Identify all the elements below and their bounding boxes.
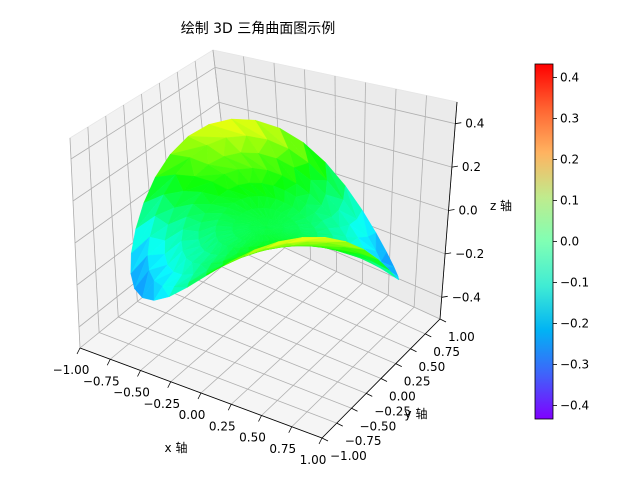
surface-facet [245, 241, 280, 256]
z-tick-label: 0.2 [462, 160, 481, 174]
z-tick-label: −0.2 [455, 247, 484, 261]
grid-line-y [137, 301, 367, 394]
grid-line-y [194, 254, 411, 350]
z-axis-ticks: −0.4 −0.2 0.0 0.2 0.4 [441, 117, 484, 304]
surface-facet [287, 237, 326, 244]
y-tick-label: 1.00 [448, 330, 475, 344]
colorbar-tick-label: −0.4 [560, 398, 589, 412]
surface-facet [266, 237, 303, 249]
surface-facet [307, 237, 347, 242]
x-tick-mark [227, 404, 232, 411]
surface-plot [130, 118, 399, 301]
z-tick-label: −0.4 [452, 290, 481, 304]
z-tick-mark [445, 252, 452, 255]
z-tick-label: 0.0 [459, 204, 478, 218]
y-tick-mark [351, 407, 358, 412]
grid-line-y [98, 332, 337, 424]
colorbar-tick-label: 0.1 [560, 194, 579, 208]
y-tick-mark [395, 363, 402, 367]
y-tick-label: 0.00 [389, 390, 416, 404]
colorbar-ticks: 0.4 0.3 0.2 0.1 0.0 −0.1 −0.2 −0.3 −0.4 [553, 71, 589, 412]
y-axis-label: y 轴 [405, 406, 428, 421]
colorbar-tick-label: −0.3 [560, 357, 589, 371]
x-tick-label: −1.00 [53, 363, 90, 377]
x-tick-label: −0.25 [143, 397, 180, 411]
colorbar: 0.4 0.3 0.2 0.1 0.0 −0.1 −0.2 −0.3 −0.4 [534, 63, 589, 420]
z-tick-mark [455, 122, 462, 125]
x-axis-ticks: −1.00−0.75−0.50−0.250.000.250.500.75 1.00 [53, 347, 327, 467]
y-tick-mark [439, 318, 447, 323]
chart-title: 绘制 3D 三角曲面图示例 [181, 21, 336, 37]
z-axis-label: z 轴 [490, 198, 512, 213]
y-tick-label: 0.50 [419, 360, 446, 374]
colorbar-tick-label: 0.3 [560, 112, 579, 126]
y-tick-label: −1.00 [330, 449, 367, 463]
surface-facet [205, 261, 232, 275]
y-tick-label: −0.50 [360, 419, 397, 433]
colorbar-tick-label: 0.4 [560, 71, 579, 85]
x-tick-mark [197, 392, 202, 400]
grid-line-z [70, 67, 216, 160]
colorbar-tick-label: −0.2 [560, 316, 589, 330]
x-tick-label: −0.50 [113, 386, 150, 400]
grid-line-y [156, 285, 382, 379]
y-tick-label: 0.75 [433, 345, 460, 359]
grid-line-y [175, 270, 396, 364]
z-tick-mark [441, 295, 448, 298]
y-tick-mark [410, 348, 417, 353]
y-tick-mark [380, 378, 388, 382]
grid-line-z [218, 101, 453, 168]
y-tick-mark [321, 437, 329, 442]
surface-facet [224, 249, 255, 266]
grid-line-z [214, 67, 456, 125]
surface-facet [187, 274, 209, 288]
z-tick-mark [451, 165, 458, 168]
x-tick-mark [167, 381, 172, 388]
grid-line-y [118, 316, 352, 409]
y-tick-label: −0.75 [345, 434, 382, 448]
colorbar-tick-label: −0.1 [560, 275, 589, 289]
x-tick-label: −0.75 [83, 374, 120, 388]
x-tick-label: 0.00 [179, 408, 206, 422]
y-tick-label: −0.25 [374, 404, 411, 418]
x-tick-mark [258, 415, 262, 422]
x-tick-label: 1.00 [300, 453, 327, 467]
x-tick-mark [137, 370, 141, 377]
grid-line-z [72, 101, 220, 202]
surface-facet [327, 241, 365, 250]
x-tick-label: 0.75 [269, 442, 296, 456]
y-tick-label: 0.25 [404, 375, 431, 389]
x-tick-mark [288, 426, 293, 433]
x-tick-label: 0.25 [209, 419, 236, 433]
y-axis-ticks: −1.00−0.75−0.50−0.250.000.250.500.751.00 [321, 318, 475, 463]
colorbar-tick-label: 0.2 [560, 153, 579, 167]
x-tick-mark [106, 359, 111, 366]
x-tick-mark [76, 347, 81, 355]
y-tick-mark [366, 393, 373, 397]
z-tick-label: 0.4 [465, 117, 484, 131]
y-tick-mark [425, 333, 432, 338]
x-tick-label: 0.50 [239, 431, 266, 445]
x-tick-mark [318, 437, 323, 445]
colorbar-gradient [534, 63, 554, 420]
y-tick-mark [336, 422, 343, 427]
colorbar-tick-label: 0.0 [560, 235, 579, 249]
x-axis-label: x 轴 [165, 440, 188, 455]
z-tick-mark [448, 209, 455, 211]
